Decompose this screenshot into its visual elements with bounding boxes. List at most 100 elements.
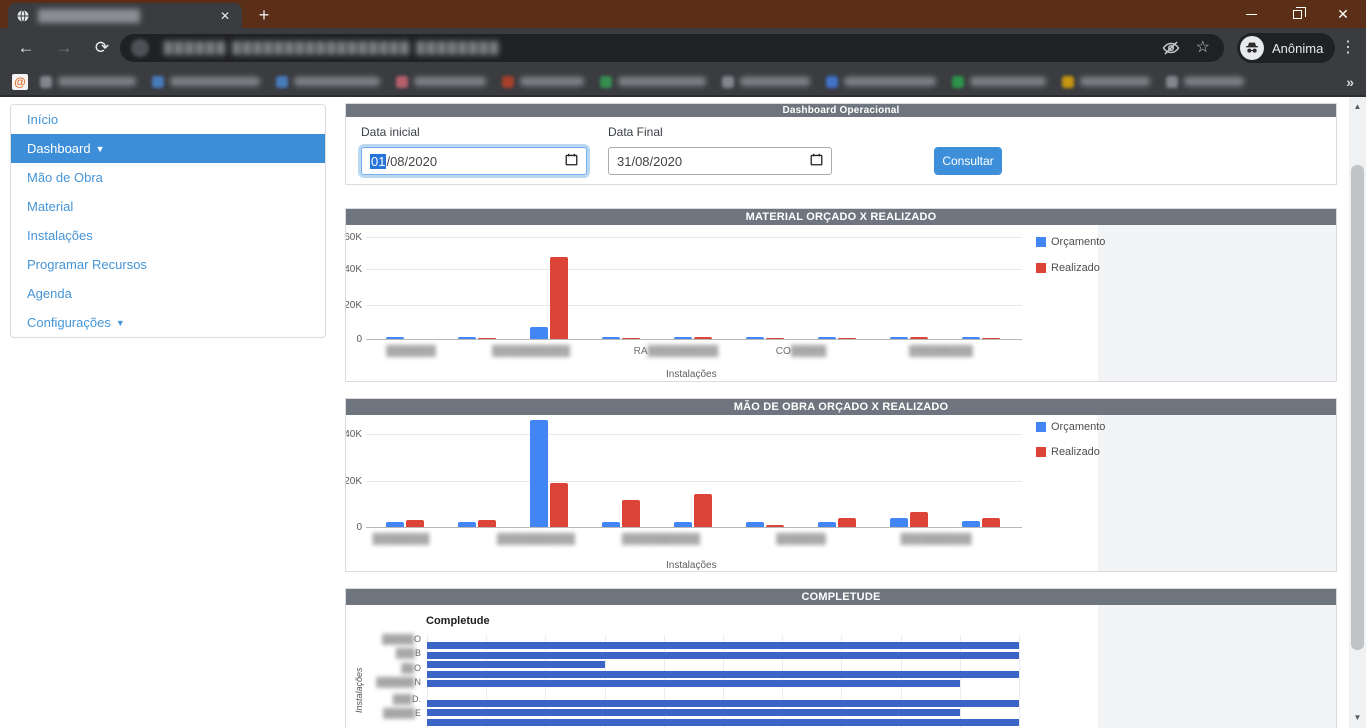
x-axis-title: Instalações: [666, 369, 717, 380]
legend-label: Orçamento: [1051, 236, 1106, 248]
gridline: [366, 339, 1022, 340]
y-axis-tick-label: 0: [356, 522, 362, 533]
sidebar-item-label: Mão de Obra: [27, 170, 103, 185]
back-button[interactable]: ←: [17, 38, 35, 57]
calendar-icon[interactable]: [565, 153, 578, 169]
site-info-icon[interactable]: [131, 39, 149, 57]
incognito-badge[interactable]: Anônima: [1237, 33, 1336, 63]
bar-realizado: [766, 525, 784, 527]
sidebar-item-instala-es[interactable]: Instalações: [11, 221, 325, 250]
y-axis-tick-label: 40K: [346, 429, 362, 440]
bookmark-item[interactable]: [722, 75, 810, 88]
eye-off-icon[interactable]: [1162, 39, 1180, 62]
incognito-icon: [1240, 36, 1264, 60]
y-axis-tick-label: 20K: [346, 476, 362, 487]
y-category-blurred: ███: [392, 694, 412, 704]
mdo-panel-title: MÃO DE OBRA ORÇADO X REALIZADO: [346, 399, 1336, 415]
bookmark-title-redacted: [520, 77, 584, 86]
bookmark-item[interactable]: [1062, 75, 1150, 88]
page-content: Início Dashboard ▼ Mão de Obra Material Insta…: [0, 97, 1366, 728]
scroll-down-arrow[interactable]: ▼: [1353, 713, 1362, 722]
bar-realizado: [694, 337, 712, 339]
completude-chart: Completude Instalações █████O ███B ██O ██████…: [346, 605, 1098, 728]
home-bookmark-icon[interactable]: @: [12, 73, 28, 90]
y-category-clear-suffix: D.: [412, 694, 421, 704]
reload-button[interactable]: ⟳: [94, 38, 110, 57]
bookmark-item[interactable]: [952, 75, 1046, 88]
sidebar-item-material[interactable]: Material: [11, 192, 325, 221]
gridline: [366, 481, 1022, 482]
bar-realizado: [622, 337, 640, 339]
x-category-blurred: █████████: [909, 346, 973, 357]
x-category-label-redacted: ███████████: [471, 534, 601, 545]
sidebar-item-programar-recursos[interactable]: Programar Recursos: [11, 250, 325, 279]
y-category-label-redacted: ██O: [361, 663, 421, 673]
scrollbar-thumb[interactable]: [1351, 165, 1364, 650]
x-category-label-redacted: ███████: [736, 534, 866, 545]
bookmark-favicon-icon: [722, 75, 734, 88]
y-category-blurred: ███: [395, 648, 415, 658]
sidebar-item-label: Agenda: [27, 286, 72, 301]
minimize-button[interactable]: [1228, 0, 1274, 28]
sidebar-item-dashboard[interactable]: Dashboard ▼: [11, 134, 325, 163]
sidebar-item-m-o-de-obra[interactable]: Mão de Obra: [11, 163, 325, 192]
x-category-blurred: ███████: [386, 346, 436, 357]
forward-button[interactable]: →: [55, 38, 73, 57]
browser-toolbar: ← → ⟳ ██████ █████████████████ ████████ …: [0, 28, 1366, 68]
bookmark-item[interactable]: [600, 75, 706, 88]
x-category-label-redacted: ███████████: [466, 346, 596, 357]
calendar-icon[interactable]: [810, 153, 823, 169]
bookmark-favicon-icon: [152, 75, 164, 88]
bookmark-favicon-icon: [276, 75, 288, 88]
window-titlebar: ████████████ ✕ + ✕: [0, 0, 1366, 28]
address-bar[interactable]: ██████ █████████████████ ████████ ☆: [120, 34, 1224, 62]
sidebar-item-label: Programar Recursos: [27, 257, 147, 272]
sidebar-item-label: Início: [27, 112, 59, 127]
url-redacted: ██████ █████████████████ ████████: [164, 41, 501, 55]
bar-orcamento: [386, 522, 404, 527]
tab-close-icon[interactable]: ✕: [219, 8, 231, 23]
y-category-clear-suffix: O: [413, 634, 421, 644]
bookmark-item[interactable]: [40, 75, 136, 88]
material-chart-panel: MATERIAL ORÇADO X REALIZADO 0 20K 40K 60K ██…: [345, 208, 1337, 382]
end-date-input[interactable]: 31/08/2020: [608, 147, 832, 175]
legend-swatch-realizado: [1036, 447, 1046, 457]
legend-swatch-orcamento: [1036, 422, 1046, 432]
bookmark-title-redacted: [294, 77, 380, 86]
bookmark-item[interactable]: [502, 75, 584, 88]
bar-orcamento: [458, 522, 476, 527]
consultar-button[interactable]: Consultar: [934, 147, 1002, 175]
new-tab-button[interactable]: +: [258, 5, 270, 25]
bar-realizado: [982, 337, 1000, 339]
bookmark-star-icon[interactable]: ☆: [1195, 39, 1210, 56]
scroll-up-arrow[interactable]: ▲: [1353, 102, 1362, 111]
sidebar-item-configura-es[interactable]: Configurações ▼: [11, 308, 325, 337]
sidebar-item-in-cio[interactable]: Início: [11, 105, 325, 134]
bookmark-item[interactable]: [826, 75, 936, 88]
close-icon: ✕: [1337, 5, 1349, 22]
menu-kebab-icon[interactable]: ⋮: [1340, 39, 1356, 56]
bar-completude: [427, 718, 1019, 726]
close-button[interactable]: ✕: [1320, 0, 1366, 28]
browser-tab[interactable]: ████████████ ✕: [8, 3, 242, 28]
gridline: [959, 635, 961, 728]
x-category-label-redacted: ███████████: [596, 534, 726, 545]
bar-orcamento: [530, 327, 548, 339]
sidebar-item-agenda[interactable]: Agenda: [11, 279, 325, 308]
start-date-input[interactable]: 01/08/2020: [361, 147, 587, 175]
bookmarks-overflow-chevron[interactable]: »: [1346, 73, 1354, 90]
restore-button[interactable]: [1274, 0, 1320, 28]
x-category-blurred: ███████████: [622, 534, 700, 545]
x-category-label-redacted: ██████████: [871, 534, 1001, 545]
bookmark-item[interactable]: [276, 75, 380, 88]
bookmark-item[interactable]: [1166, 75, 1244, 88]
bookmark-item[interactable]: [396, 75, 486, 88]
bar-orcamento: [602, 337, 620, 339]
bar-realizado: [838, 518, 856, 527]
bar-completude: [427, 699, 1019, 707]
end-date-label: Data Final: [608, 125, 663, 139]
x-category-blurred: ██████████: [647, 346, 719, 357]
vertical-scrollbar[interactable]: ▲ ▼: [1349, 97, 1366, 728]
bookmark-item[interactable]: [152, 75, 260, 88]
date-value: 31/08/2020: [617, 153, 683, 169]
